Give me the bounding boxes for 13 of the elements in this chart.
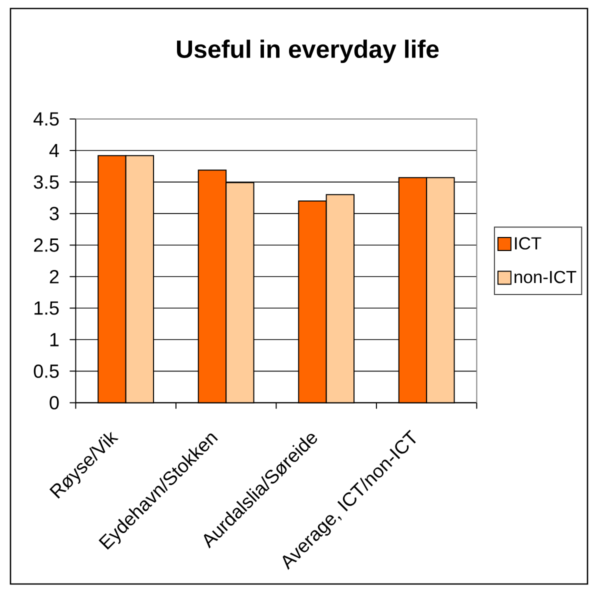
y-tick-label: 0: [50, 396, 59, 410]
y-tick-label: 3.5: [34, 175, 59, 189]
y-tick-label: 3: [50, 206, 59, 220]
y-tick-label: 0.5: [34, 364, 59, 378]
y-tick-label: 4: [49, 144, 59, 158]
y-tick-label: 4.5: [34, 112, 59, 126]
legend-label: non-ICT: [514, 270, 576, 284]
y-tick-label: 1: [50, 333, 59, 346]
legend-label: ICT: [515, 237, 542, 250]
y-tick-label: 1.5: [34, 302, 59, 315]
chart-title: Useful in everyday life: [177, 40, 439, 63]
y-tick-label: 2: [50, 270, 59, 284]
y-tick-label: 2.5: [34, 238, 59, 252]
